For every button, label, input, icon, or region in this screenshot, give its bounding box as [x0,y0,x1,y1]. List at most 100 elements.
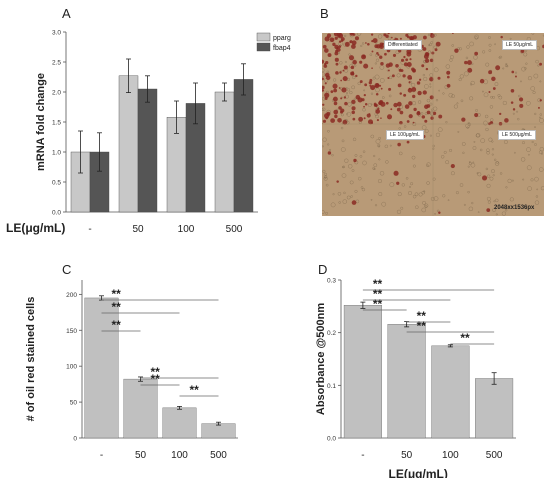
cell [346,92,349,95]
legend-swatch-pparg [256,32,271,42]
cell [517,117,520,121]
cell [377,145,381,148]
lipid-droplet [342,119,348,125]
cell [524,67,527,70]
x-tick-label: 100 [442,450,459,461]
lipid-droplet [344,41,350,47]
cell [324,172,328,176]
cell [539,113,543,116]
lipid-droplet [510,88,515,93]
cell [502,100,507,106]
cell [381,96,385,99]
cell [322,68,325,73]
cell [359,155,363,158]
cell [490,95,493,99]
cell [353,97,357,101]
cell [445,121,448,124]
cell [494,43,497,46]
cell [470,83,473,86]
lipid-droplet [474,112,479,118]
cell [521,66,526,72]
lipid-droplet [338,45,342,49]
lipid-droplet [364,102,368,106]
cell [459,183,464,187]
lipid-droplet [322,119,327,123]
lipid-droplet [380,87,383,90]
cell [322,107,326,112]
lipid-droplet [396,181,400,185]
cell [498,95,503,100]
cell [411,82,416,88]
lipid-droplet [510,101,514,104]
lipid-droplet [454,48,459,53]
cell [495,198,499,203]
cell [483,120,488,126]
cell [491,153,494,156]
lipid-droplet [322,85,325,90]
lipid-droplet [342,76,348,82]
lipid-droplet [324,113,330,119]
cell [432,144,435,148]
lipid-droplet [383,33,387,37]
cell [435,98,439,102]
cell [514,71,518,74]
y-tick-label: 50 [70,400,78,407]
chart-a-mrna-fold-change: 0.0 0.5 1.0 1.5 2.0 2.5 3.0 mRNA fold change - 50… [35,30,291,236]
bar [162,407,197,439]
cell [534,176,539,182]
y-tick-label: 0.2 [327,330,336,337]
y-tick-label: 0.1 [327,383,336,390]
cell [534,112,537,116]
cell [474,34,479,40]
lipid-droplet [467,67,473,73]
cell [449,58,453,62]
y-axis-label: Absorbance @500nm [315,303,327,415]
cell [487,200,491,204]
lipid-droplet [486,208,491,212]
lipid-droplet [322,59,325,64]
y-tick-label: 200 [66,292,77,299]
lipid-droplet [406,140,410,144]
cell [378,136,381,140]
lipid-droplet [363,117,366,120]
lipid-droplet [520,49,525,53]
cell [337,192,342,196]
cell [351,85,356,90]
lipid-droplet [424,58,430,63]
panel-letter-a: A [62,6,71,21]
lipid-droplet [379,84,382,87]
panel-letter-d: D [318,262,328,277]
lipid-droplet [335,71,339,75]
cell [453,104,458,109]
significance-label: ** [112,300,122,314]
cell [327,143,330,146]
lipid-droplet [361,98,365,102]
lipid-droplet [376,44,381,49]
cell [344,158,349,163]
y-tick-label: 100 [66,364,77,371]
cell [377,179,382,184]
lipid-droplet [376,51,379,55]
cell [504,208,508,212]
cell [507,206,511,210]
cell [449,148,453,152]
lipid-droplet [399,37,402,40]
lipid-droplet [461,117,466,122]
lipid-droplet [349,33,354,36]
cell [535,59,539,64]
lipid-droplet [446,83,451,88]
lipid-droplet [488,91,491,94]
cell [322,108,324,112]
cell [461,142,466,146]
cell [491,140,494,143]
lipid-droplet [329,37,335,43]
lipid-droplet [332,42,336,47]
cell [471,201,474,205]
cell [405,177,409,180]
lipid-droplet [334,44,339,50]
cell [421,125,427,130]
lipid-droplet [539,62,542,66]
lipid-droplet [464,60,468,65]
lipid-droplet [412,35,417,40]
lipid-droplet [416,81,421,85]
